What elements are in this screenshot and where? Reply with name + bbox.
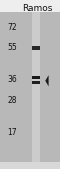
Polygon shape bbox=[45, 75, 49, 86]
Bar bbox=[32, 76, 40, 79]
Text: 36: 36 bbox=[7, 75, 17, 84]
Text: 28: 28 bbox=[7, 95, 17, 105]
Text: 17: 17 bbox=[7, 128, 17, 137]
Bar bbox=[0, 12, 60, 162]
Text: Ramos: Ramos bbox=[22, 4, 52, 13]
Text: 55: 55 bbox=[7, 43, 17, 52]
Bar bbox=[32, 12, 40, 162]
Bar bbox=[32, 81, 40, 84]
Text: 72: 72 bbox=[7, 23, 17, 32]
Bar bbox=[32, 46, 40, 50]
Bar bbox=[0, 0, 60, 12]
